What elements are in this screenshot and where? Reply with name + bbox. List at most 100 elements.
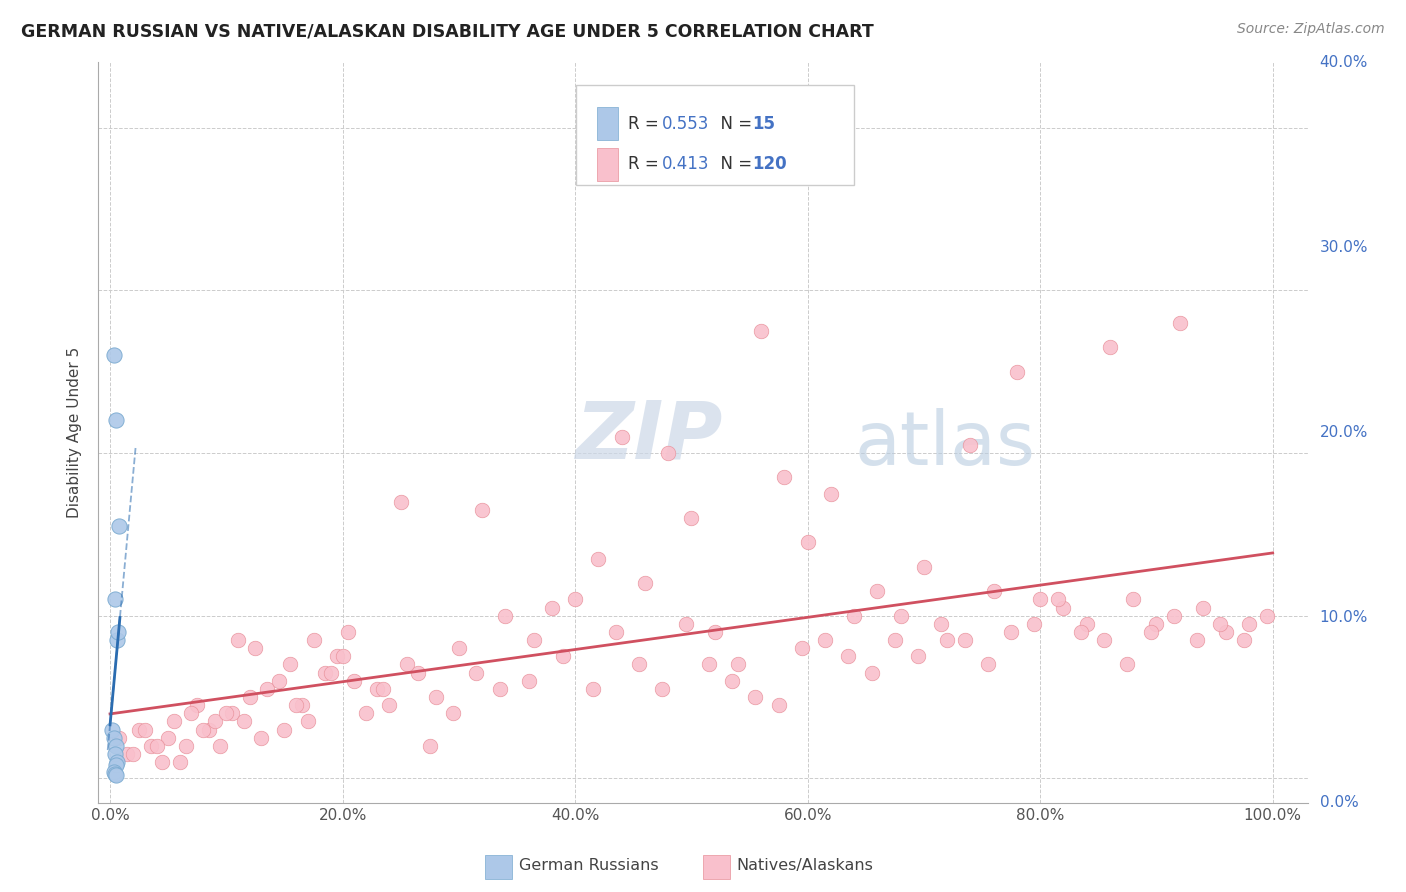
Point	[1185, 633, 1208, 648]
Point	[191, 723, 214, 737]
Text: ZIP: ZIP	[575, 398, 723, 475]
Text: 40.0%: 40.0%	[1320, 55, 1368, 70]
Point	[1122, 592, 1144, 607]
Point	[343, 673, 366, 688]
Point	[209, 739, 232, 753]
Point	[332, 649, 354, 664]
Y-axis label: Disability Age Under 5: Disability Age Under 5	[67, 347, 83, 518]
Point	[983, 584, 1005, 599]
Point	[337, 624, 360, 639]
Text: N =: N =	[710, 114, 752, 133]
Point	[1000, 624, 1022, 639]
Point	[1098, 340, 1121, 354]
Point	[104, 747, 127, 761]
Point	[108, 731, 131, 745]
Point	[441, 706, 464, 721]
Point	[104, 739, 127, 753]
Point	[936, 633, 959, 648]
Point	[134, 723, 156, 737]
Point	[297, 714, 319, 729]
Point	[1070, 624, 1092, 639]
Point	[977, 657, 1000, 672]
Point	[488, 681, 510, 696]
Point	[837, 649, 859, 664]
Point	[796, 535, 818, 549]
Point	[1052, 600, 1074, 615]
Point	[226, 633, 249, 648]
Point	[1116, 657, 1139, 672]
Point	[931, 616, 953, 631]
Text: R =: R =	[628, 155, 664, 173]
Point	[157, 731, 180, 745]
FancyBboxPatch shape	[485, 855, 512, 879]
Point	[395, 657, 418, 672]
Text: German Russians: German Russians	[519, 858, 659, 873]
Point	[150, 755, 173, 769]
Point	[128, 723, 150, 737]
Text: 0.413: 0.413	[662, 155, 710, 173]
Point	[373, 681, 395, 696]
Point	[273, 723, 295, 737]
Point	[540, 600, 562, 615]
Text: R =: R =	[628, 114, 664, 133]
Point	[768, 698, 790, 713]
Point	[186, 698, 208, 713]
Text: GERMAN RUSSIAN VS NATIVE/ALASKAN DISABILITY AGE UNDER 5 CORRELATION CHART: GERMAN RUSSIAN VS NATIVE/ALASKAN DISABIL…	[21, 22, 875, 40]
Point	[174, 739, 197, 753]
Point	[634, 576, 657, 591]
Point	[366, 681, 388, 696]
FancyBboxPatch shape	[576, 85, 855, 185]
Point	[657, 446, 679, 460]
Point	[465, 665, 488, 680]
Point	[844, 608, 866, 623]
Point	[866, 584, 889, 599]
Point	[1233, 633, 1256, 648]
Point	[204, 714, 226, 729]
Point	[163, 714, 186, 729]
Point	[553, 649, 575, 664]
Point	[1256, 608, 1278, 623]
Point	[820, 486, 842, 500]
Point	[250, 731, 273, 745]
Point	[744, 690, 766, 704]
Text: 120: 120	[752, 155, 787, 173]
Point	[1029, 592, 1052, 607]
Point	[1192, 600, 1215, 615]
Text: 30.0%: 30.0%	[1320, 240, 1368, 255]
Point	[107, 624, 129, 639]
Point	[1139, 624, 1161, 639]
FancyBboxPatch shape	[596, 147, 619, 181]
Point	[285, 698, 308, 713]
Point	[378, 698, 401, 713]
Point	[278, 657, 301, 672]
Point	[104, 413, 127, 427]
Point	[697, 657, 720, 672]
Point	[703, 624, 725, 639]
Point	[117, 747, 139, 761]
Point	[122, 747, 145, 761]
Point	[1209, 616, 1232, 631]
Text: 0.0%: 0.0%	[1320, 796, 1358, 810]
Point	[883, 633, 905, 648]
Point	[104, 758, 127, 772]
Point	[749, 324, 772, 338]
Point	[651, 681, 673, 696]
Point	[319, 665, 342, 680]
Point	[198, 723, 221, 737]
Point	[104, 592, 127, 607]
Point	[145, 739, 167, 753]
Point	[628, 657, 651, 672]
Point	[326, 649, 349, 664]
FancyBboxPatch shape	[703, 855, 730, 879]
Point	[180, 706, 202, 721]
Point	[302, 633, 325, 648]
Point	[406, 665, 429, 680]
Point	[419, 739, 441, 753]
Point	[959, 438, 981, 452]
Point	[1005, 365, 1028, 379]
Point	[267, 673, 290, 688]
Point	[523, 633, 546, 648]
Point	[239, 690, 262, 704]
Point	[1168, 316, 1191, 330]
Point	[103, 764, 125, 779]
